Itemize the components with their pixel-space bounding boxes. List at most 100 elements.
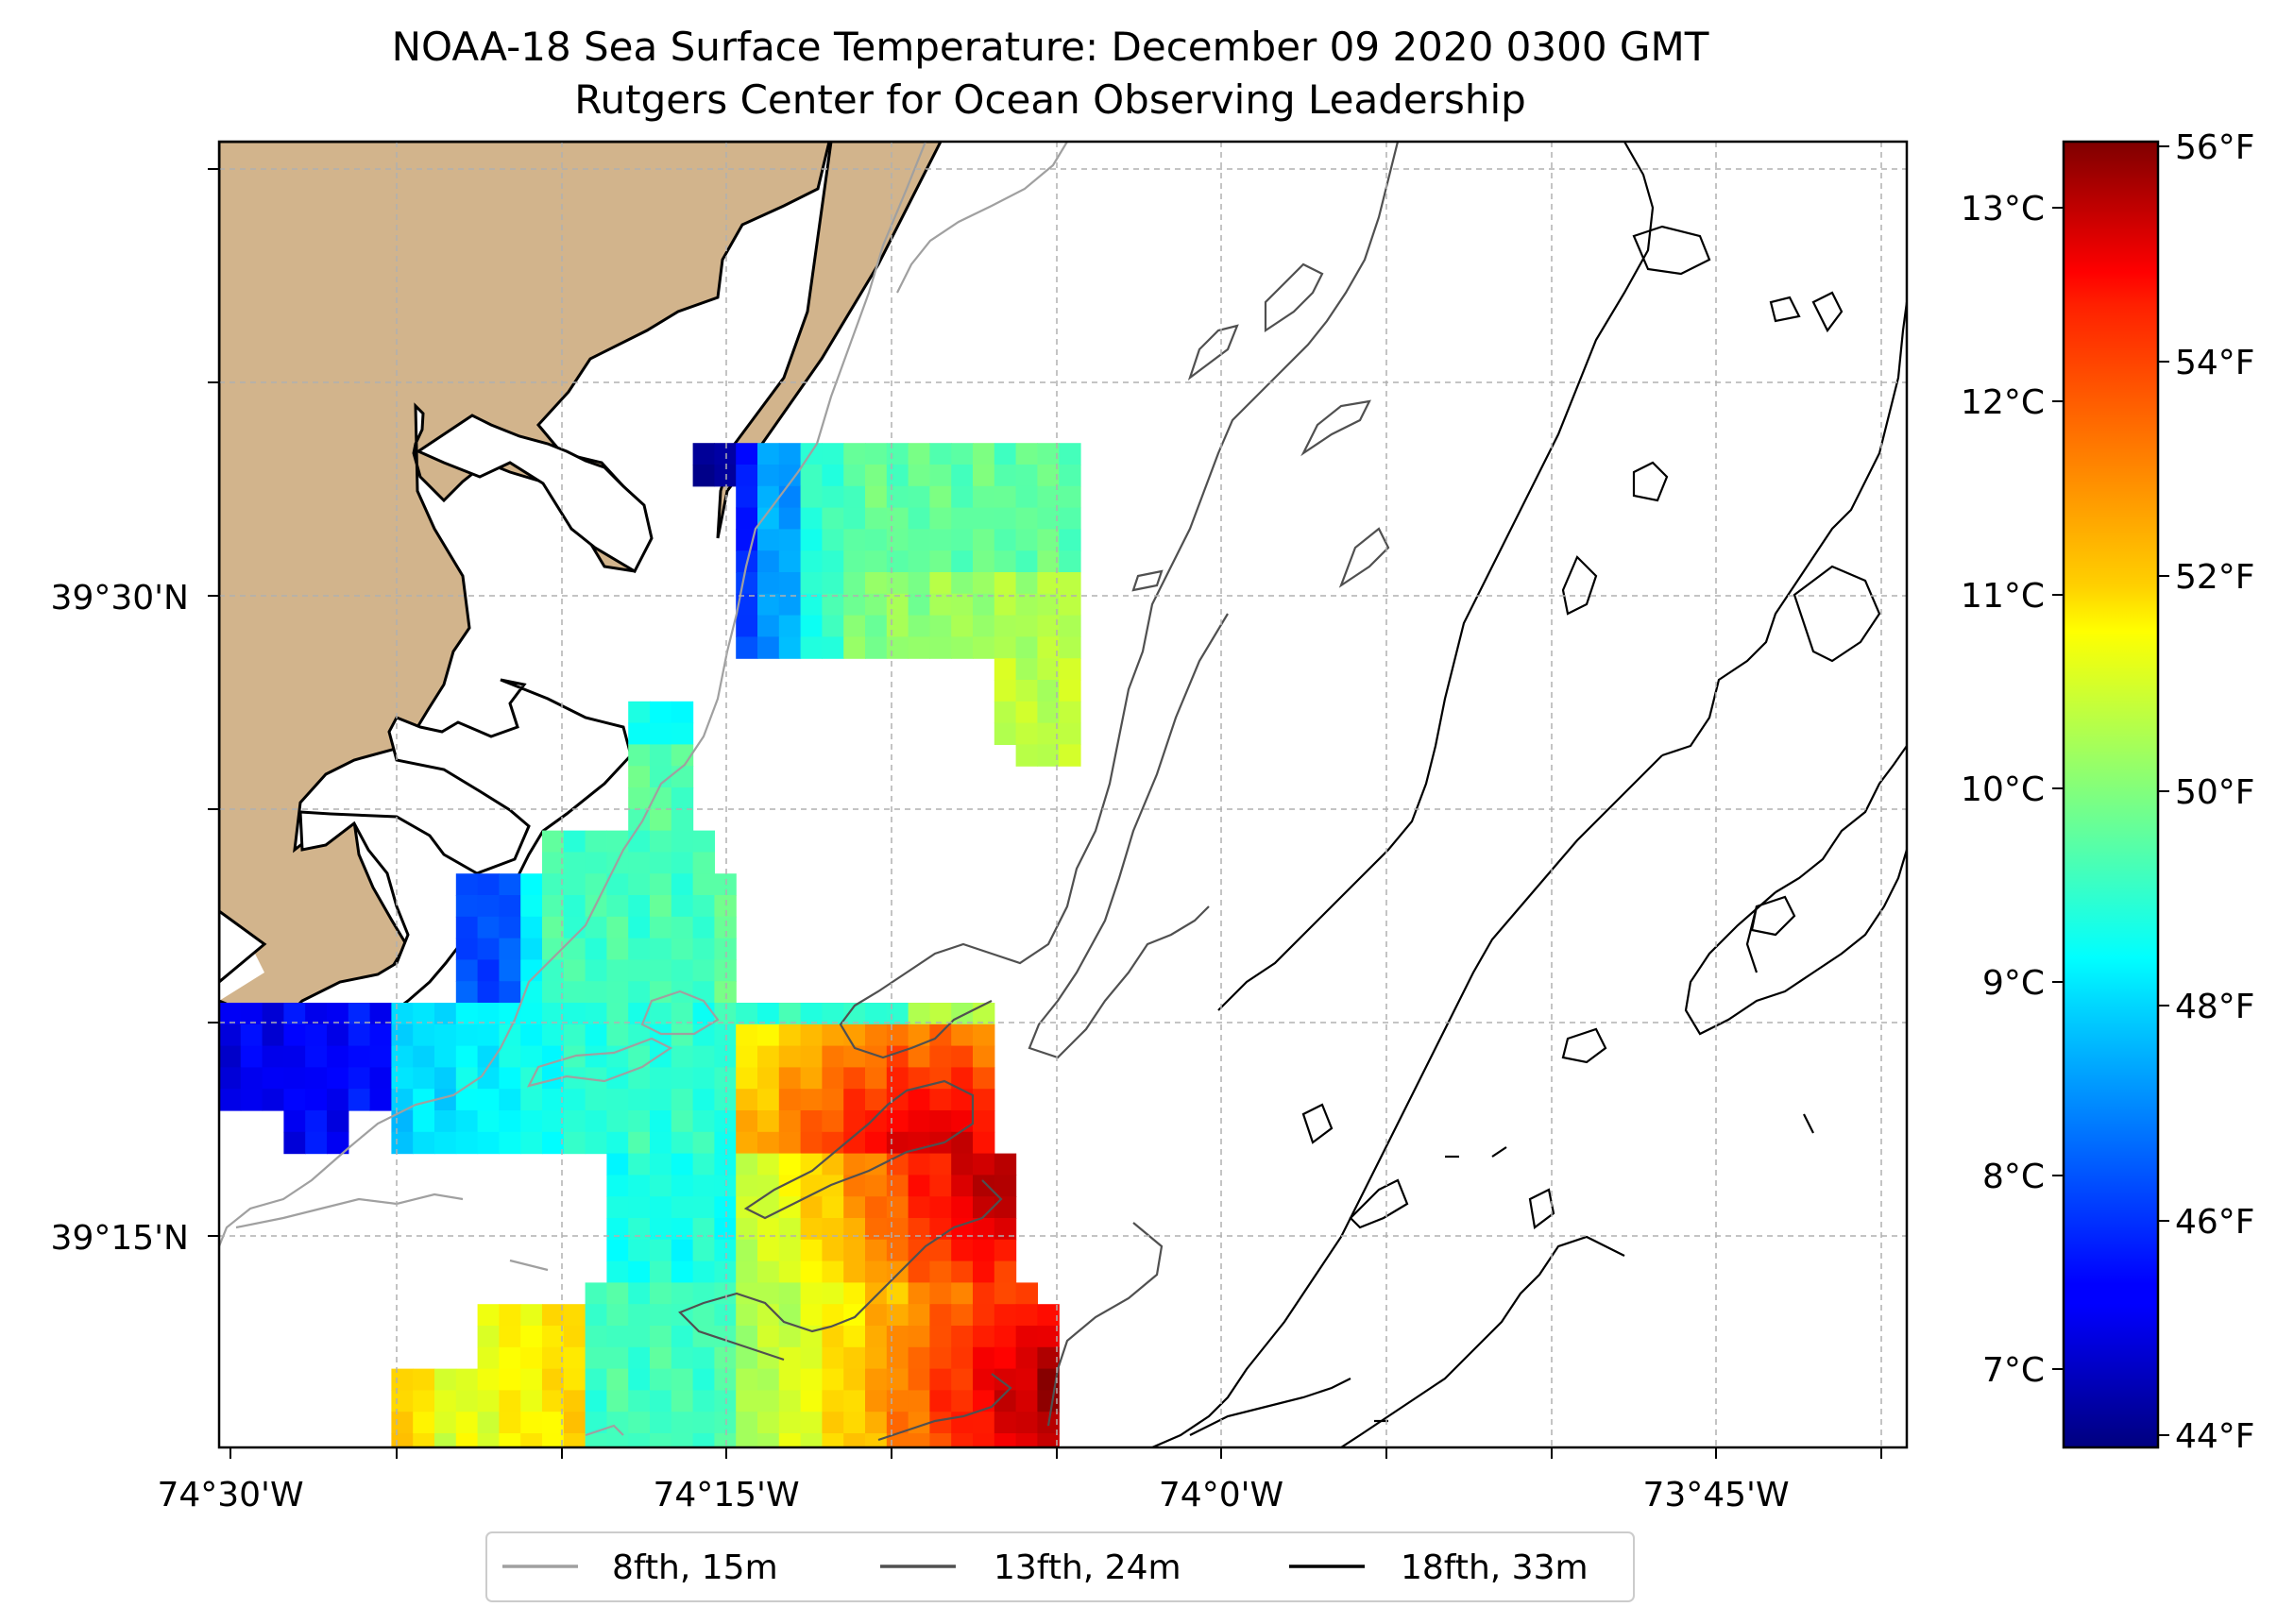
sst-pixel [455, 916, 479, 939]
sst-pixel [1015, 1433, 1038, 1447]
sst-pixel [843, 1110, 866, 1133]
sst-pixel [714, 1175, 737, 1197]
sst-pixel [778, 485, 802, 509]
sst-pixel [520, 895, 543, 918]
sst-pixel [865, 507, 888, 530]
sst-pixel [929, 529, 952, 551]
sst-pixel [886, 615, 909, 637]
sst-pixel [778, 1282, 802, 1305]
legend: 8fth, 15m 13fth, 24m 18fth, 33m [485, 1531, 1635, 1602]
sst-pixel [650, 722, 672, 745]
sst-pixel [778, 1153, 802, 1176]
sst-pixel [434, 1045, 457, 1068]
sst-pixel [628, 895, 651, 918]
sst-pixel [865, 1067, 888, 1090]
sst-pixel [650, 1390, 672, 1413]
sst-pixel [778, 1368, 802, 1391]
sst-pixel [671, 1218, 694, 1241]
sst-pixel [865, 1304, 888, 1327]
sst-pixel [757, 1175, 780, 1197]
sst-pixel [714, 1045, 737, 1068]
sst-pixel [606, 873, 629, 896]
sst-pixel [865, 1045, 888, 1068]
sst-pixel [585, 830, 607, 853]
sst-pixel [563, 1131, 586, 1155]
sst-pixel [929, 1045, 952, 1068]
sst-pixel [800, 1412, 823, 1434]
sst-pixel [606, 938, 629, 960]
sst-pixel [327, 1045, 349, 1068]
sst-pixel [606, 1304, 629, 1327]
sst-pixel [822, 1282, 844, 1305]
sst-pixel [520, 873, 543, 896]
sst-pixel [671, 1045, 694, 1068]
sst-pixel [951, 593, 974, 617]
sst-pixel [757, 615, 780, 637]
sst-pixel [650, 701, 672, 724]
sst-pixel [865, 1368, 888, 1391]
sst-pixel [413, 1067, 435, 1090]
colorbar-fahrenheit-label: 50°F [2175, 773, 2255, 812]
sst-pixel [736, 1390, 758, 1413]
sst-pixel [671, 701, 694, 724]
sst-pixel [650, 1003, 672, 1025]
sst-pixel [434, 1003, 457, 1025]
sst-pixel [822, 1304, 844, 1327]
sst-pixel [455, 1390, 479, 1413]
sst-pixel [692, 1067, 715, 1090]
sst-pixel [650, 830, 672, 853]
sst-pixel [929, 593, 952, 617]
sst-pixel [628, 1390, 651, 1413]
sst-pixel [628, 766, 651, 788]
sst-pixel [348, 1067, 371, 1090]
sst-pixel [865, 443, 888, 465]
sst-pixel [671, 1260, 694, 1283]
sst-pixel [413, 1412, 435, 1434]
sst-pixel [1015, 572, 1038, 595]
sst-pixel [973, 1089, 995, 1111]
sst-pixel [240, 1089, 263, 1111]
sst-pixel [843, 443, 866, 465]
colorbar-fahrenheit-label: 54°F [2175, 344, 2255, 382]
sst-pixel [714, 1433, 737, 1447]
sst-pixel [1015, 722, 1038, 745]
sst-pixel [606, 1045, 629, 1068]
sst-pixel [929, 1346, 952, 1370]
sst-pixel [757, 1304, 780, 1327]
sst-pixel [822, 1153, 844, 1176]
sst-pixel [822, 1326, 844, 1348]
sst-pixel [843, 1218, 866, 1241]
sst-pixel [1059, 636, 1081, 659]
sst-pixel [692, 1346, 715, 1370]
sst-pixel [499, 1131, 521, 1155]
sst-pixel [994, 1218, 1017, 1241]
sst-pixel [714, 959, 737, 982]
sst-pixel [1015, 636, 1038, 659]
sst-pixel [929, 465, 952, 487]
sst-pixel [520, 1390, 543, 1413]
sst-pixel [434, 1433, 457, 1447]
sst-pixel [499, 1326, 521, 1348]
sst-pixel [650, 916, 672, 939]
sst-pixel [585, 1023, 607, 1047]
sst-pixel [455, 1023, 479, 1047]
sst-pixel [283, 1110, 306, 1133]
sst-pixel [628, 1239, 651, 1262]
sst-pixel [477, 1089, 500, 1111]
sst-pixel [671, 1196, 694, 1219]
sst-pixel [800, 1067, 823, 1090]
sst-pixel [800, 636, 823, 659]
sst-pixel [477, 1003, 500, 1025]
sst-pixel [714, 1023, 737, 1047]
sst-pixel [822, 636, 844, 659]
sst-pixel [843, 465, 866, 487]
sst-pixel [714, 1196, 737, 1219]
sst-pixel [391, 1131, 414, 1155]
sst-pixel [757, 443, 780, 465]
sst-pixel [434, 1023, 457, 1047]
sst-pixel [973, 465, 995, 487]
sst-pixel [951, 1023, 974, 1047]
bay-water [415, 414, 654, 574]
sst-pixel [714, 443, 737, 465]
sst-pixel [542, 852, 565, 874]
